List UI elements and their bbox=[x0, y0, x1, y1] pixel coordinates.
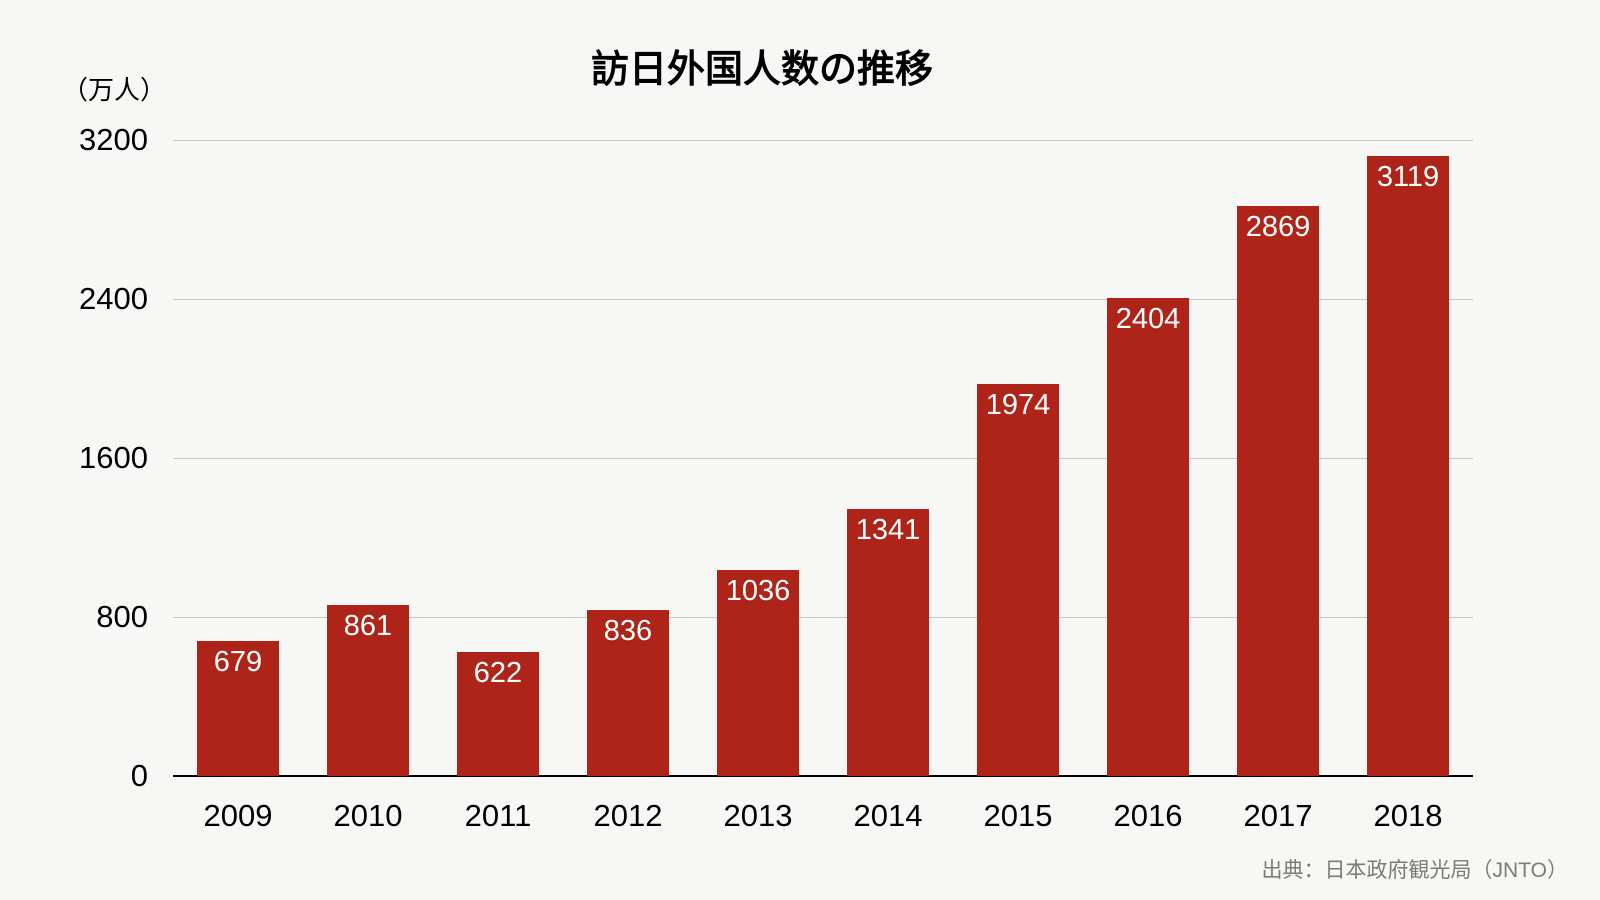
bar-value-label-2010: 861 bbox=[343, 609, 393, 642]
y-tick-label-800: 800 bbox=[96, 599, 148, 634]
x-tick-label-2018: 2018 bbox=[1373, 798, 1443, 833]
bar-value-label-2017: 2869 bbox=[1245, 210, 1311, 243]
source-citation: 出典：日本政府観光局（JNTO） bbox=[1261, 859, 1568, 882]
bar-value-label-2014: 1341 bbox=[855, 514, 921, 547]
x-tick-label-2009: 2009 bbox=[203, 798, 273, 833]
gridline-800 bbox=[173, 617, 1473, 618]
y-tick-label-2400: 2400 bbox=[79, 281, 148, 316]
gridline-3200 bbox=[173, 140, 1473, 141]
x-tick-label-2011: 2011 bbox=[464, 798, 532, 833]
plot-area: 0 800 1600 2400 3200 679 2009 861 2010 622 2011 836… bbox=[79, 122, 1473, 833]
bar-2018: 3119 bbox=[1367, 156, 1449, 776]
bar-2010: 861 bbox=[327, 604, 409, 776]
x-tick-label-2017: 2017 bbox=[1243, 798, 1313, 833]
y-axis-unit-label: （万人） bbox=[62, 75, 167, 105]
bar-2015: 1974 bbox=[977, 383, 1059, 776]
bar-2017: 2869 bbox=[1237, 205, 1319, 776]
bar-value-label-2015: 1974 bbox=[985, 388, 1051, 421]
gridline-1600 bbox=[173, 458, 1473, 459]
gridline-2400 bbox=[173, 299, 1473, 300]
bar-value-label-2011: 622 bbox=[473, 657, 523, 690]
bar-2009: 679 bbox=[197, 641, 279, 776]
bar-value-label-2012: 836 bbox=[603, 614, 653, 647]
bar-2011: 622 bbox=[457, 652, 539, 776]
y-tick-label-3200: 3200 bbox=[79, 122, 148, 157]
chart-title: 訪日外国人数の推移 bbox=[590, 49, 934, 91]
x-tick-label-2012: 2012 bbox=[593, 798, 663, 833]
bar-value-label-2018: 3119 bbox=[1376, 161, 1440, 194]
bar-2014: 1341 bbox=[847, 509, 929, 776]
y-tick-label-1600: 1600 bbox=[79, 440, 148, 475]
x-axis-line bbox=[173, 775, 1473, 777]
x-tick-label-2010: 2010 bbox=[333, 798, 403, 833]
x-tick-label-2013: 2013 bbox=[723, 798, 793, 833]
x-tick-label-2015: 2015 bbox=[983, 798, 1053, 833]
x-tick-label-2016: 2016 bbox=[1113, 798, 1183, 833]
bar-2016: 2404 bbox=[1107, 298, 1189, 776]
bar-value-label-2009: 679 bbox=[213, 646, 263, 679]
bar-2013: 1036 bbox=[717, 570, 799, 776]
bar-value-label-2016: 2404 bbox=[1115, 303, 1181, 336]
bar-2012: 836 bbox=[587, 609, 669, 776]
bar-value-label-2013: 1036 bbox=[725, 575, 791, 608]
x-tick-label-2014: 2014 bbox=[853, 798, 923, 833]
y-tick-label-0: 0 bbox=[130, 758, 148, 793]
